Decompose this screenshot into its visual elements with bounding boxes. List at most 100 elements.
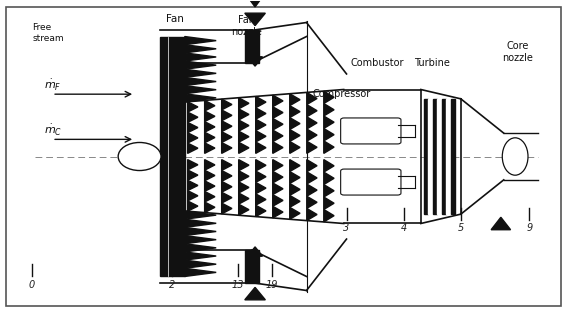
Polygon shape xyxy=(324,209,334,222)
Polygon shape xyxy=(324,197,334,209)
Polygon shape xyxy=(273,195,283,206)
Polygon shape xyxy=(290,141,300,153)
Polygon shape xyxy=(256,171,266,182)
Polygon shape xyxy=(290,106,300,118)
Polygon shape xyxy=(187,191,198,201)
Polygon shape xyxy=(446,99,451,214)
Polygon shape xyxy=(290,172,300,183)
FancyBboxPatch shape xyxy=(341,169,401,195)
Polygon shape xyxy=(187,180,198,191)
Polygon shape xyxy=(273,118,283,130)
Polygon shape xyxy=(248,247,262,256)
Polygon shape xyxy=(239,98,249,109)
Text: 3: 3 xyxy=(343,223,350,233)
Polygon shape xyxy=(256,182,266,194)
Text: Core
nozzle: Core nozzle xyxy=(503,41,533,63)
Polygon shape xyxy=(307,129,317,141)
Polygon shape xyxy=(451,99,455,214)
Polygon shape xyxy=(290,118,300,130)
Text: 0: 0 xyxy=(29,280,36,290)
Polygon shape xyxy=(222,121,232,132)
Polygon shape xyxy=(442,99,446,214)
Polygon shape xyxy=(307,196,317,208)
Polygon shape xyxy=(324,160,334,172)
Polygon shape xyxy=(273,171,283,183)
Polygon shape xyxy=(187,133,198,143)
Text: 9: 9 xyxy=(527,223,532,233)
Polygon shape xyxy=(160,37,185,276)
Polygon shape xyxy=(245,30,259,63)
Polygon shape xyxy=(185,260,216,268)
Polygon shape xyxy=(307,92,317,105)
Polygon shape xyxy=(187,112,198,122)
Text: 2: 2 xyxy=(169,280,175,290)
Polygon shape xyxy=(185,227,216,236)
Polygon shape xyxy=(273,183,283,195)
Polygon shape xyxy=(324,141,334,153)
Polygon shape xyxy=(307,105,317,117)
FancyBboxPatch shape xyxy=(341,118,401,144)
Polygon shape xyxy=(256,119,266,131)
Polygon shape xyxy=(239,171,249,182)
Polygon shape xyxy=(185,244,216,252)
Polygon shape xyxy=(187,143,198,153)
Polygon shape xyxy=(273,95,283,107)
Polygon shape xyxy=(324,91,334,104)
Polygon shape xyxy=(205,132,215,143)
Polygon shape xyxy=(427,99,433,214)
Polygon shape xyxy=(290,160,300,172)
Polygon shape xyxy=(205,160,215,170)
Polygon shape xyxy=(205,100,215,111)
Polygon shape xyxy=(256,96,266,108)
Polygon shape xyxy=(248,57,262,66)
Polygon shape xyxy=(273,107,283,118)
Polygon shape xyxy=(273,206,283,218)
Text: Fan: Fan xyxy=(166,14,184,24)
Polygon shape xyxy=(239,142,249,153)
Polygon shape xyxy=(324,116,334,128)
Text: Fan
nozzle: Fan nozzle xyxy=(231,15,262,37)
Polygon shape xyxy=(239,160,249,171)
Polygon shape xyxy=(185,94,216,102)
Polygon shape xyxy=(256,131,266,142)
Polygon shape xyxy=(187,122,198,133)
Text: Compressor: Compressor xyxy=(312,89,371,99)
Polygon shape xyxy=(307,172,317,184)
Polygon shape xyxy=(307,184,317,196)
Polygon shape xyxy=(245,13,265,26)
Polygon shape xyxy=(324,172,334,185)
Polygon shape xyxy=(239,204,249,215)
Polygon shape xyxy=(290,207,300,219)
Polygon shape xyxy=(185,268,216,276)
Ellipse shape xyxy=(118,142,161,171)
Text: $\dot{m}_C$: $\dot{m}_C$ xyxy=(44,123,62,138)
Polygon shape xyxy=(239,193,249,204)
Polygon shape xyxy=(290,130,300,141)
Polygon shape xyxy=(307,141,317,153)
Polygon shape xyxy=(222,160,232,171)
Polygon shape xyxy=(185,86,216,94)
Polygon shape xyxy=(205,181,215,192)
Text: Turbine: Turbine xyxy=(414,58,450,68)
Text: 13: 13 xyxy=(231,280,244,290)
Ellipse shape xyxy=(503,138,528,175)
Polygon shape xyxy=(423,99,427,214)
Polygon shape xyxy=(437,99,442,214)
Polygon shape xyxy=(290,183,300,195)
Polygon shape xyxy=(205,170,215,181)
Polygon shape xyxy=(185,45,216,53)
Polygon shape xyxy=(246,0,264,7)
Polygon shape xyxy=(205,143,215,153)
Polygon shape xyxy=(185,69,216,77)
Polygon shape xyxy=(307,160,317,172)
Polygon shape xyxy=(307,208,317,221)
Polygon shape xyxy=(205,192,215,202)
Polygon shape xyxy=(256,108,266,119)
Polygon shape xyxy=(205,111,215,121)
Polygon shape xyxy=(205,202,215,213)
Text: $\dot{m}_F$: $\dot{m}_F$ xyxy=(44,78,61,93)
Polygon shape xyxy=(256,160,266,171)
Polygon shape xyxy=(222,181,232,192)
Polygon shape xyxy=(256,194,266,205)
Polygon shape xyxy=(222,192,232,203)
